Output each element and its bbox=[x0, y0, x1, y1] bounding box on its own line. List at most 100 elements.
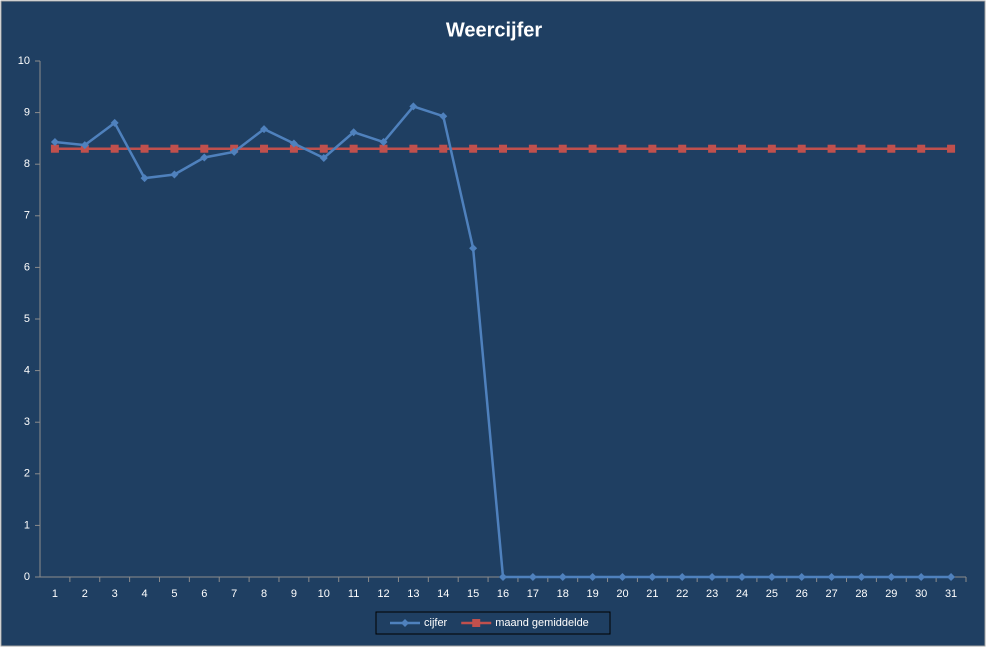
marker bbox=[708, 573, 717, 581]
marker bbox=[827, 573, 836, 581]
marker bbox=[737, 144, 746, 153]
marker bbox=[409, 102, 418, 111]
x-tick-label: 21 bbox=[646, 588, 658, 600]
x-tick-label: 22 bbox=[676, 588, 688, 600]
marker bbox=[499, 144, 507, 153]
marker bbox=[200, 153, 209, 162]
legend-label: cijfer bbox=[424, 617, 448, 629]
marker bbox=[409, 144, 418, 153]
marker bbox=[857, 573, 866, 581]
x-tick-label: 15 bbox=[467, 588, 479, 600]
marker bbox=[618, 573, 627, 581]
legend-label: maand gemiddelde bbox=[495, 617, 589, 629]
marker bbox=[170, 170, 179, 179]
marker bbox=[439, 112, 448, 121]
x-tick-label: 27 bbox=[825, 588, 837, 600]
marker bbox=[797, 573, 806, 581]
marker bbox=[200, 144, 209, 153]
marker bbox=[528, 144, 537, 153]
x-tick-label: 13 bbox=[407, 588, 419, 600]
marker bbox=[618, 144, 627, 153]
x-tick-label: 18 bbox=[557, 588, 569, 600]
marker bbox=[588, 573, 597, 581]
y-tick-label: 2 bbox=[24, 468, 30, 480]
x-tick-label: 2 bbox=[82, 588, 88, 600]
x-tick-label: 29 bbox=[885, 588, 897, 600]
marker bbox=[528, 573, 537, 581]
x-tick-label: 16 bbox=[497, 588, 509, 600]
x-tick-label: 19 bbox=[586, 588, 598, 600]
marker bbox=[401, 619, 409, 627]
x-tick-label: 1 bbox=[52, 588, 58, 600]
y-tick-label: 6 bbox=[24, 261, 30, 273]
marker bbox=[260, 144, 269, 153]
marker bbox=[110, 144, 119, 153]
marker bbox=[767, 144, 776, 153]
y-tick-label: 4 bbox=[24, 365, 30, 377]
x-tick-label: 9 bbox=[291, 588, 297, 600]
x-tick-label: 8 bbox=[261, 588, 267, 600]
marker bbox=[767, 573, 776, 581]
marker bbox=[827, 144, 836, 153]
marker bbox=[558, 573, 567, 581]
marker bbox=[737, 573, 746, 581]
y-tick-label: 8 bbox=[24, 158, 30, 170]
x-tick-label: 4 bbox=[141, 588, 147, 600]
y-tick-label: 3 bbox=[24, 416, 30, 428]
x-tick-label: 20 bbox=[616, 588, 628, 600]
x-tick-label: 5 bbox=[171, 588, 177, 600]
marker bbox=[469, 144, 478, 153]
marker bbox=[349, 144, 358, 153]
x-tick-label: 7 bbox=[231, 588, 237, 600]
y-tick-label: 10 bbox=[18, 55, 30, 67]
marker bbox=[678, 573, 687, 581]
marker bbox=[80, 141, 89, 150]
marker bbox=[947, 144, 956, 153]
marker bbox=[170, 144, 179, 153]
x-tick-label: 23 bbox=[706, 588, 718, 600]
marker bbox=[379, 138, 388, 147]
marker bbox=[648, 144, 657, 153]
x-tick-label: 12 bbox=[377, 588, 389, 600]
marker bbox=[289, 144, 298, 153]
marker bbox=[917, 573, 926, 581]
x-tick-label: 17 bbox=[527, 588, 539, 600]
marker bbox=[110, 118, 119, 127]
x-tick-label: 30 bbox=[915, 588, 927, 600]
x-tick-label: 14 bbox=[437, 588, 449, 600]
y-tick-label: 9 bbox=[24, 107, 30, 119]
marker bbox=[558, 144, 567, 153]
marker bbox=[319, 144, 328, 153]
y-tick-label: 5 bbox=[24, 313, 30, 325]
marker bbox=[887, 573, 896, 581]
x-tick-label: 10 bbox=[318, 588, 330, 600]
y-tick-label: 1 bbox=[24, 519, 30, 531]
x-tick-label: 25 bbox=[766, 588, 778, 600]
marker bbox=[140, 174, 149, 183]
x-tick-label: 11 bbox=[348, 588, 359, 600]
x-tick-label: 31 bbox=[945, 588, 957, 600]
marker bbox=[379, 144, 388, 153]
marker bbox=[349, 128, 358, 137]
x-tick-label: 28 bbox=[855, 588, 867, 600]
marker bbox=[50, 138, 59, 147]
marker bbox=[708, 144, 717, 153]
marker bbox=[887, 144, 896, 153]
chart-title: Weercijfer bbox=[446, 19, 543, 41]
marker bbox=[439, 144, 448, 153]
marker bbox=[469, 244, 478, 253]
x-tick-label: 26 bbox=[796, 588, 808, 600]
x-tick-label: 3 bbox=[112, 588, 118, 600]
marker bbox=[499, 573, 507, 581]
legend: cijfer maand gemiddelde bbox=[375, 611, 611, 635]
x-tick-label: 24 bbox=[736, 588, 748, 600]
marker bbox=[230, 147, 239, 156]
marker bbox=[917, 144, 926, 153]
marker bbox=[797, 144, 806, 153]
marker bbox=[472, 619, 481, 627]
marker bbox=[947, 573, 956, 581]
marker bbox=[260, 125, 269, 134]
marker bbox=[289, 139, 298, 148]
